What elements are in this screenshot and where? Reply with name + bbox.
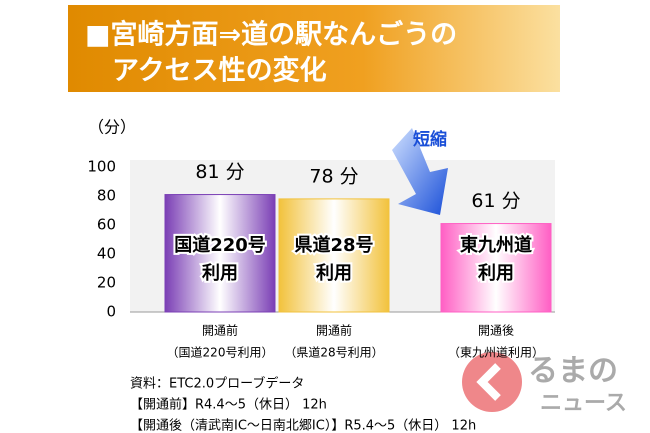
bar-label: 東九州道 [460, 234, 532, 256]
annotation: 短縮 [413, 129, 447, 150]
y-axis-label: （分） [88, 118, 136, 137]
logo-text: ニュース [540, 391, 627, 416]
bar-label: 国道220号 [174, 234, 266, 256]
x-tick-label: （東九州道利用） [448, 346, 544, 360]
y-tick-label: 20 [97, 274, 116, 292]
bar-label: 利用 [202, 262, 238, 284]
logo-mark [476, 363, 501, 401]
value-label: 61 分 [471, 190, 520, 212]
y-tick-label: 100 [87, 158, 116, 176]
value-label: 78 分 [309, 165, 358, 187]
bar-label: 県道28号 [294, 234, 373, 256]
source-note: 【開通後（清武南IC～日南北郷IC）】R5.4～5（休日） 12h [130, 418, 476, 433]
x-tick-label: （県道28号利用） [284, 346, 383, 360]
bar [278, 198, 390, 313]
y-tick-label: 80 [97, 187, 116, 205]
value-label: 81 分 [195, 161, 244, 183]
bar [440, 223, 552, 313]
x-tick-label: 開通前 [202, 323, 238, 338]
y-tick-label: 0 [106, 303, 116, 321]
source-note: 資料：ETC2.0プローブデータ [130, 376, 304, 392]
logo-text: るまの [528, 354, 618, 389]
logo-mark [462, 352, 522, 412]
bar-label: 利用 [316, 262, 352, 284]
bar-label: 利用 [478, 262, 514, 284]
y-tick-label: 40 [97, 245, 116, 263]
chart-title: ■宮崎方面⇒道の駅なんごうの [85, 19, 457, 51]
arrow [392, 128, 448, 215]
watermark: るまの ニュース [462, 352, 627, 416]
x-tick-label: 開通前 [316, 323, 352, 338]
x-tick-label: （国道220号利用） [167, 346, 274, 360]
source-note: 【開通前】R4.4～5（休日） 12h [130, 397, 327, 413]
title-banner [68, 5, 560, 92]
bar [164, 194, 276, 313]
x-tick-label: 開通後 [478, 324, 514, 338]
chart-title: アクセス性の変化 [112, 55, 327, 87]
y-tick-label: 60 [97, 216, 116, 234]
